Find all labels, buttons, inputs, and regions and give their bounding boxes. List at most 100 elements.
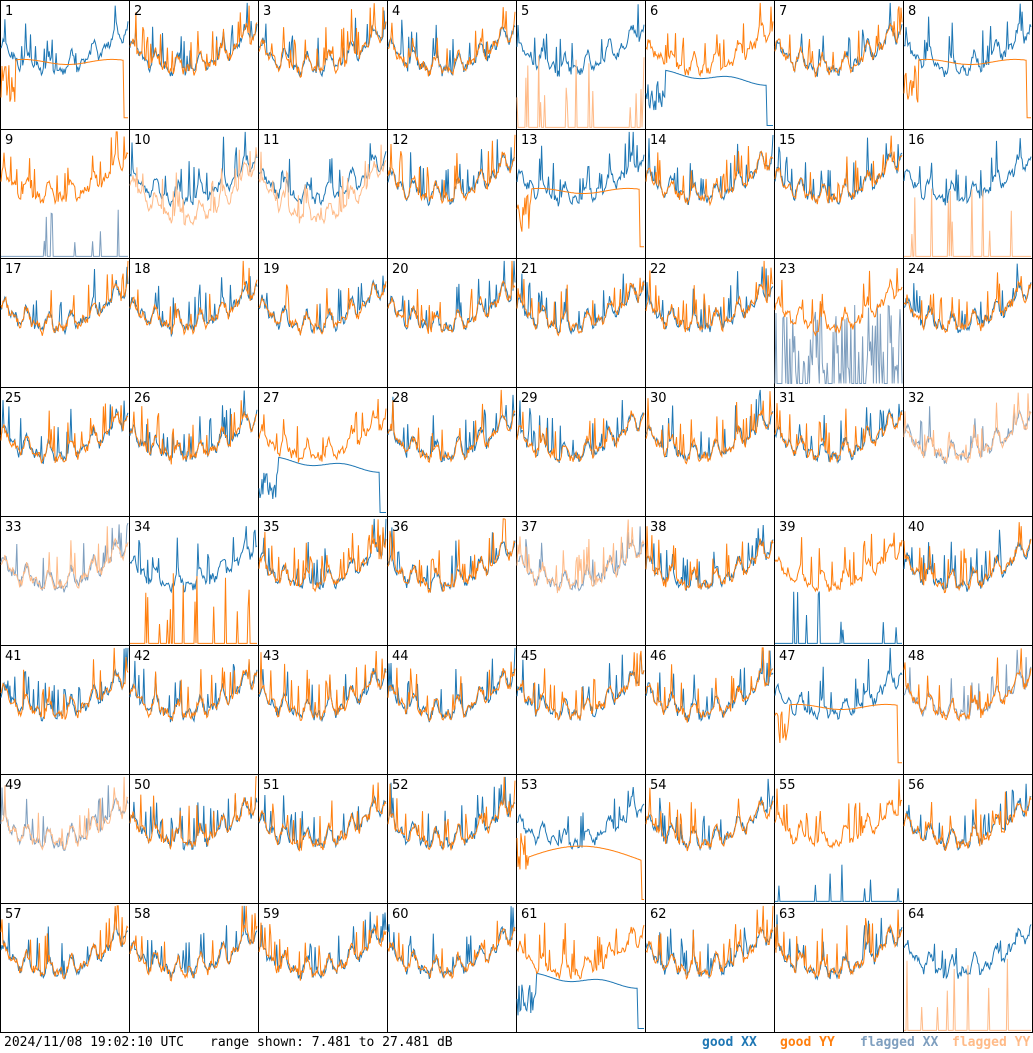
panel-12: 12 [387,129,517,259]
panel-frame [516,774,646,904]
panel-9: 9 [0,129,130,259]
yy-trace [904,188,1031,257]
yy-trace [387,389,516,464]
panel-label: 1 [5,4,13,19]
panel-24: 24 [903,258,1033,388]
panel-frame [387,516,517,646]
panel-label: 22 [650,262,667,277]
panel-10: 10 [129,129,259,259]
yy-trace [258,3,387,79]
yy-trace [774,532,903,593]
panel-28: 28 [387,387,517,517]
panel-46: 46 [645,645,775,775]
panel-label: 53 [521,778,538,793]
xx-trace [645,927,774,979]
panel-16: 16 [903,129,1033,259]
panel-26: 26 [129,387,259,517]
panel-label: 59 [263,907,280,922]
panel-20: 20 [387,258,517,388]
panel-30: 30 [645,387,775,517]
panel-55: 55 [774,774,904,904]
legend-flagged-yy: flagged YY [952,1035,1031,1050]
yy-trace [516,833,644,900]
yy-trace [258,650,387,722]
xx-trace [645,389,774,461]
yy-trace [0,58,128,119]
panel-label: 43 [263,649,280,664]
panel-frame [258,774,388,904]
panel-label: 62 [650,907,667,922]
panel-frame [774,129,904,259]
panel-label: 36 [392,520,409,535]
panel-3: 3 [258,0,388,130]
yy-trace [904,958,1031,1031]
panel-49: 49 [0,774,130,904]
panel-label: 24 [908,262,925,277]
panel-label: 6 [650,4,658,19]
panel-label: 23 [779,262,796,277]
xx-trace [258,456,386,513]
panel-7: 7 [774,0,904,130]
panel-15: 15 [774,129,904,259]
panel-19: 19 [258,258,388,388]
yy-trace [645,526,774,592]
panel-11: 11 [258,129,388,259]
panel-label: 61 [521,907,538,922]
panel-label: 20 [392,262,409,277]
panel-52: 52 [387,774,517,904]
xx-trace [645,69,773,126]
panel-label: 10 [134,133,151,148]
yy-trace [387,776,516,851]
panel-label: 60 [392,907,409,922]
yy-trace [258,144,387,225]
panel-60: 60 [387,903,517,1033]
panel-label: 44 [392,649,409,664]
panel-label: 21 [521,262,538,277]
yy-trace [516,55,645,128]
panel-48: 48 [903,645,1033,775]
yy-trace [387,260,516,334]
yy-trace [129,659,258,722]
panel-8: 8 [903,0,1033,130]
yy-trace [0,131,129,205]
xx-trace [516,787,645,850]
yy-trace [129,400,258,465]
yy-trace [645,2,774,77]
yy-trace [903,791,1032,851]
panel-43: 43 [258,645,388,775]
yy-trace [903,522,1032,594]
panel-label: 2 [134,4,142,19]
yy-trace [774,779,903,849]
panel-label: 28 [392,391,409,406]
panel-label: 49 [5,778,22,793]
panel-label: 17 [5,262,22,277]
yy-trace [0,403,129,465]
panel-label: 37 [521,520,538,535]
panel-label: 3 [263,4,271,19]
panel-35: 35 [258,516,388,646]
panel-label: 5 [521,4,529,19]
panel-25: 25 [0,387,130,517]
panel-59: 59 [258,903,388,1033]
yy-trace [130,573,257,644]
yy-trace [387,661,516,722]
panel-label: 42 [134,649,151,664]
panel-56: 56 [903,774,1033,904]
panel-label: 58 [134,907,151,922]
panel-label: 15 [779,133,796,148]
panel-label: 57 [5,907,22,922]
panel-label: 4 [392,4,400,19]
panel-51: 51 [258,774,388,904]
yy-trace [387,134,516,205]
panel-frame [516,903,646,1033]
yy-trace [387,7,516,77]
panel-23: 23 [774,258,904,388]
yy-trace [645,391,774,465]
yy-trace [0,647,129,720]
panel-57: 57 [0,903,130,1033]
panel-frame [903,129,1033,259]
panel-label: 29 [521,391,538,406]
panel-frame [0,774,130,904]
panel-frame [258,129,388,259]
